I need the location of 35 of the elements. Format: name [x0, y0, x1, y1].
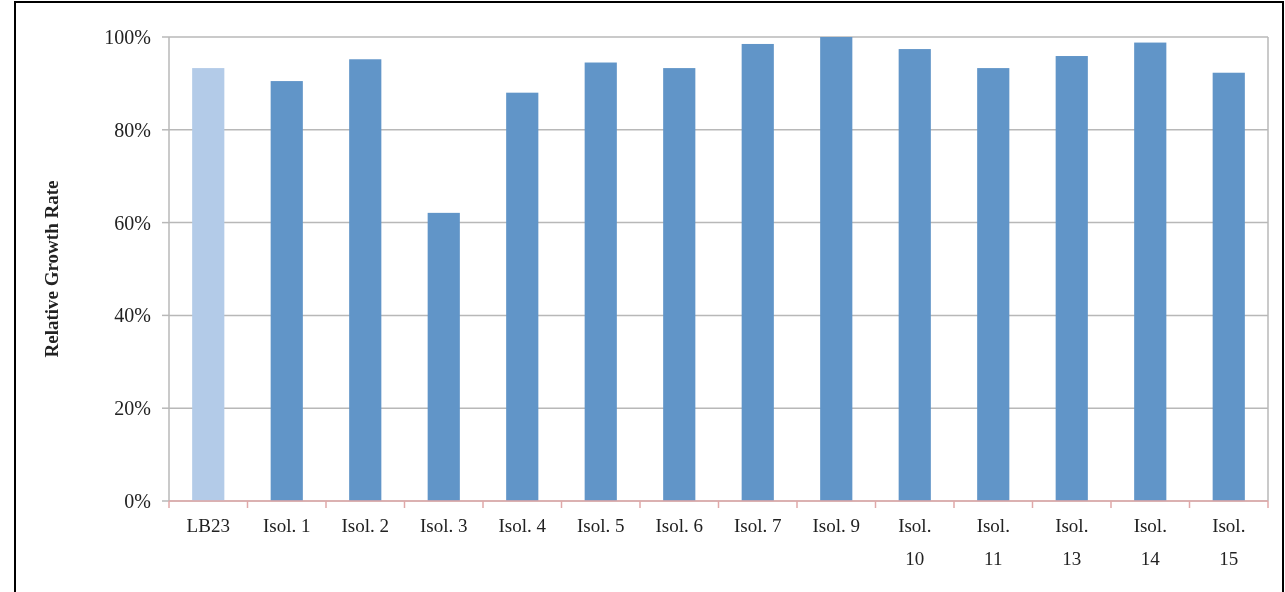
x-tick-label: Isol. 3 — [420, 515, 468, 536]
y-tick-label: 100% — [104, 26, 151, 48]
bar — [1212, 72, 1245, 501]
bar — [192, 68, 225, 501]
x-tick-label: Isol. 13 — [1055, 515, 1089, 569]
bar — [1134, 42, 1167, 501]
x-tick-label: Isol. 15 — [1212, 515, 1246, 569]
bar — [663, 68, 696, 501]
y-tick-label: 60% — [114, 211, 151, 234]
bar — [349, 59, 382, 501]
y-tick-label: 20% — [114, 397, 151, 420]
y-tick-label: 80% — [114, 118, 151, 141]
bar — [977, 68, 1010, 501]
x-tick-label: Isol. 9 — [812, 515, 860, 536]
y-axis-title: Relative Growth Rate — [41, 180, 62, 358]
y-tick-label: 40% — [114, 304, 151, 327]
x-tick-label: Isol. 2 — [341, 515, 389, 536]
x-tick-label: Isol. 5 — [577, 515, 625, 536]
bar — [1055, 56, 1088, 501]
x-tick-label: Isol. 6 — [655, 515, 703, 536]
bar — [506, 92, 539, 501]
x-tick-label: Isol. 7 — [734, 515, 782, 536]
bar — [584, 62, 617, 501]
bar — [898, 49, 931, 501]
bar — [820, 37, 853, 501]
x-tick-label: Isol. 11 — [976, 515, 1010, 569]
x-tick-label: Isol. 4 — [498, 515, 547, 536]
x-tick-label: Isol. 14 — [1133, 515, 1167, 569]
x-tick-label: Isol. 10 — [898, 515, 932, 569]
x-tick-label: Isol. 1 — [263, 515, 311, 536]
x-tick-label: LB23 — [186, 515, 230, 536]
bar — [741, 43, 774, 501]
y-tick-label: 0% — [124, 490, 151, 512]
bar — [427, 212, 460, 501]
bar — [270, 81, 303, 501]
